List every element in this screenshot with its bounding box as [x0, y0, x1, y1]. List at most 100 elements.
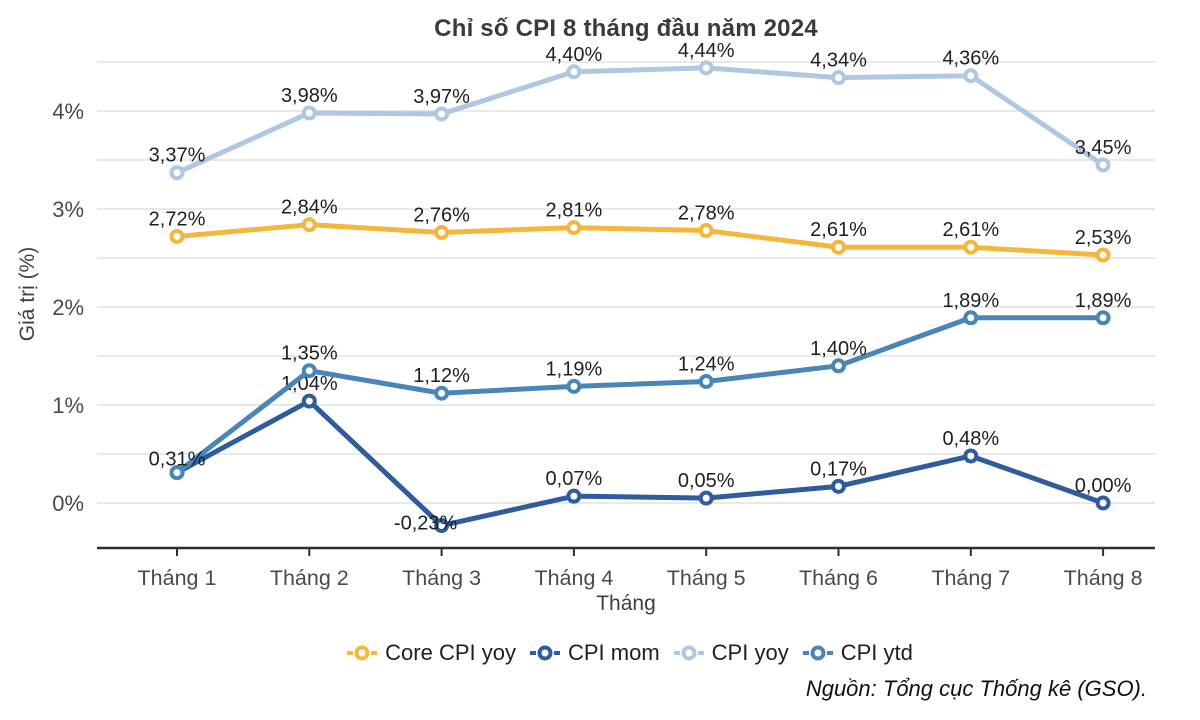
data-point-marker	[698, 490, 714, 506]
data-label: 2,81%	[546, 200, 603, 222]
data-point-marker	[963, 310, 979, 326]
legend-item-core-cpi-yoy: Core CPI yoy	[347, 640, 516, 666]
data-point-marker	[301, 105, 317, 121]
y-tick-label: 1%	[52, 393, 84, 418]
data-point-marker	[1095, 310, 1111, 326]
x-tick-label: Tháng 1	[138, 566, 217, 590]
legend-marker-ring	[681, 645, 697, 661]
x-tick-label: Tháng 7	[931, 566, 1010, 590]
legend-marker-icon	[673, 645, 704, 661]
data-point-marker	[169, 228, 185, 244]
data-point-marker	[963, 239, 979, 255]
legend-item-cpi-mom: CPI mom	[529, 640, 660, 666]
data-point-marker	[169, 465, 185, 481]
data-label: 1,24%	[678, 353, 735, 375]
data-label: 4,40%	[546, 44, 603, 66]
legend-item-cpi-ytd: CPI ytd	[802, 640, 913, 666]
source-note: Nguồn: Tổng cục Thống kê (GSO).	[805, 676, 1147, 701]
data-label: 0,17%	[810, 458, 867, 480]
data-point-marker	[698, 60, 714, 76]
data-point-marker	[434, 385, 450, 401]
data-point-marker	[301, 393, 317, 409]
data-point-marker	[1095, 247, 1111, 263]
legend-label: CPI mom	[567, 640, 660, 665]
data-label: -0,23%	[394, 513, 458, 535]
data-point-marker	[566, 64, 582, 80]
data-label: 0,00%	[1075, 475, 1132, 497]
data-point-marker	[434, 106, 450, 122]
legend-marker-icon	[802, 645, 833, 661]
data-label: 1,19%	[546, 358, 603, 380]
series-line-cpi-ytd	[174, 315, 1106, 476]
data-label: 1,89%	[1075, 290, 1132, 312]
data-label: 4,44%	[678, 40, 735, 62]
data-label: 3,45%	[1075, 137, 1132, 159]
data-point-marker	[566, 220, 582, 236]
data-point-marker	[963, 68, 979, 84]
data-point-marker	[1095, 495, 1111, 511]
x-axis-title: Tháng	[596, 592, 656, 615]
data-label: 4,36%	[942, 48, 999, 70]
series-cpi-yoy: 3,37% 3,98% 3,97% 4,40% 4,44% 4,34% 4,36% 3,45%	[149, 40, 1132, 181]
data-label: 2,53%	[1075, 227, 1132, 249]
y-tick-label: 2%	[52, 295, 84, 320]
data-point-marker	[434, 518, 450, 534]
chart-title: Chỉ số CPI 8 tháng đầu năm 2024	[434, 15, 818, 42]
legend-label: CPI yoy	[711, 640, 789, 665]
data-label: 0,31%	[149, 449, 206, 471]
x-tick-label: Tháng 6	[799, 566, 878, 590]
data-label: 2,78%	[678, 203, 735, 225]
data-point-marker	[301, 217, 317, 233]
data-point-marker	[831, 70, 846, 86]
y-tick-label: 3%	[52, 197, 84, 222]
x-tick-label: Tháng 2	[270, 566, 349, 590]
y-tick-labels: 0% 1% 2% 3% 4%	[52, 99, 84, 516]
x-tick-label: Tháng 5	[667, 566, 746, 590]
data-label: 3,97%	[413, 86, 470, 108]
data-point-marker	[566, 488, 582, 504]
legend-item-cpi-yoy: CPI yoy	[673, 640, 789, 666]
data-label: 0,07%	[546, 468, 603, 490]
data-label: 2,61%	[810, 219, 867, 241]
data-point-marker	[963, 448, 979, 464]
data-point-marker	[831, 239, 846, 255]
data-label: 3,98%	[281, 85, 338, 107]
data-label: 2,72%	[149, 208, 206, 230]
data-label: 1,89%	[942, 290, 999, 312]
legend-marker-ring	[810, 645, 826, 661]
gridlines	[97, 61, 1155, 504]
x-axis: Tháng 1 Tháng 2 Tháng 3 Tháng 4 Tháng 5 Tháng…	[97, 546, 1155, 590]
legend-marker-ring	[537, 645, 553, 661]
legend-marker-ring	[354, 645, 370, 661]
x-tick-label: Tháng 3	[402, 566, 481, 590]
data-label: 4,34%	[810, 50, 867, 72]
x-tick-label: Tháng 8	[1064, 566, 1143, 590]
series-line-cpi-yoy	[174, 65, 1106, 176]
legend-label: Core CPI yoy	[385, 640, 516, 665]
x-tick-label: Tháng 4	[534, 566, 613, 590]
data-label: 2,76%	[413, 205, 470, 227]
chart-legend: Core CPI yoy CPI mom CPI yoy CPI ytd	[97, 640, 1163, 666]
series-line-core-cpi-yoy	[174, 222, 1106, 258]
series-line-cpi-mom	[174, 398, 1106, 529]
data-point-marker	[698, 223, 714, 239]
y-tick-label: 4%	[52, 99, 84, 124]
data-label: 0,05%	[678, 470, 735, 492]
legend-marker-icon	[347, 645, 378, 661]
data-point-marker	[301, 363, 317, 379]
data-label: 1,35%	[281, 343, 338, 365]
data-label: 3,37%	[149, 145, 206, 167]
data-point-marker	[831, 478, 846, 494]
legend-marker-icon	[529, 645, 560, 661]
data-label: 0,48%	[942, 428, 999, 450]
data-point-marker	[434, 225, 450, 241]
data-label: 1,12%	[413, 365, 470, 387]
series-cpi-ytd: 0,31% 1,35% 1,12% 1,19% 1,24% 1,40% 1,89% 1,89%	[149, 290, 1132, 481]
legend-label: CPI ytd	[840, 640, 913, 665]
y-tick-label: 0%	[52, 491, 84, 516]
data-point-marker	[566, 378, 582, 394]
series-core-cpi-yoy: 2,72% 2,84% 2,76% 2,81% 2,78% 2,61% 2,61% 2,53%	[149, 197, 1132, 263]
data-point-marker	[698, 373, 714, 389]
